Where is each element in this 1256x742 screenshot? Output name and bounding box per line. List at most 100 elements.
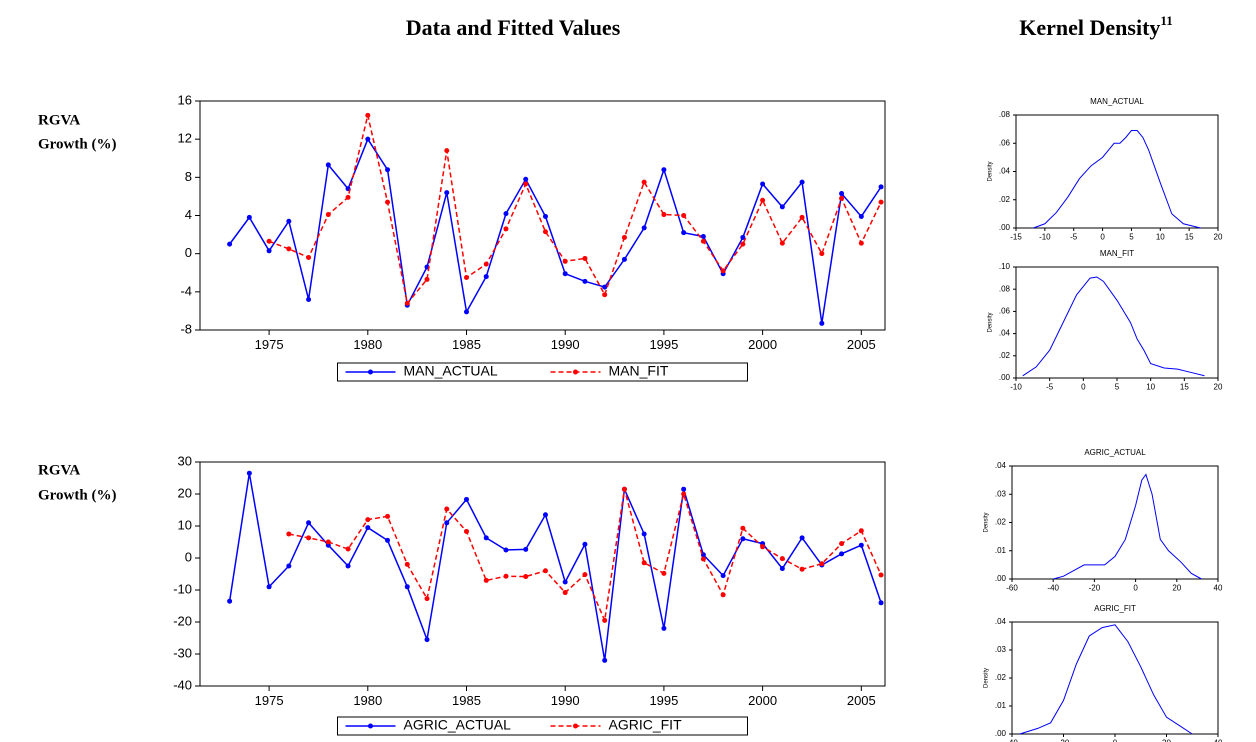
point: [365, 112, 371, 118]
point: [306, 254, 312, 260]
y-axis-label: Density: [984, 668, 990, 688]
point: [385, 167, 391, 173]
legend-marker: [368, 369, 373, 375]
point: [740, 234, 746, 240]
density-title: AGRIC_FIT: [1094, 604, 1136, 613]
point: [839, 195, 845, 201]
point: [779, 556, 785, 562]
point: [562, 258, 568, 264]
point: [542, 229, 548, 235]
x-tick-label: 2005: [847, 337, 876, 352]
point: [385, 199, 391, 205]
point: [819, 320, 825, 326]
point: [345, 563, 351, 569]
point: [463, 528, 469, 534]
y-axis-label: Density: [984, 512, 990, 532]
row-label: RGVA: [38, 112, 80, 128]
legend-label: AGRIC_ACTUAL: [404, 717, 512, 733]
point: [503, 573, 509, 579]
y-tick-label: .02: [995, 518, 1007, 527]
point: [286, 246, 292, 252]
series-line: [268, 115, 882, 305]
row-label: Growth (%): [38, 136, 116, 152]
y-tick-label: .00: [995, 574, 1007, 583]
point: [740, 536, 746, 542]
x-tick-label: 0: [1100, 233, 1105, 242]
point: [286, 563, 292, 569]
point: [523, 181, 529, 187]
y-tick-label: .10: [999, 262, 1011, 271]
x-tick-label: 20: [1214, 383, 1223, 392]
point: [681, 213, 687, 218]
point: [523, 546, 529, 552]
point: [878, 572, 884, 578]
y-tick-label: .03: [995, 645, 1007, 654]
x-tick-label: 1975: [255, 693, 284, 708]
point: [306, 520, 312, 526]
y-tick-label: -10: [173, 581, 192, 596]
point: [858, 213, 864, 219]
point: [878, 600, 884, 606]
x-tick-label: 1985: [452, 693, 481, 708]
point: [483, 535, 489, 541]
y-tick-label: .06: [999, 307, 1011, 316]
point: [602, 284, 608, 290]
point: [542, 512, 548, 518]
point: [661, 570, 667, 576]
point: [424, 276, 430, 282]
legend-marker: [573, 369, 578, 375]
point: [799, 179, 805, 185]
legend-label: AGRIC_FIT: [609, 717, 683, 733]
point: [621, 486, 627, 492]
point: [700, 556, 706, 562]
point: [641, 179, 647, 185]
series-line: [288, 489, 882, 624]
point: [444, 506, 450, 512]
point: [858, 240, 864, 246]
point: [365, 525, 371, 531]
y-tick-label: -40: [173, 677, 192, 692]
point: [878, 199, 884, 205]
y-tick-label: -4: [180, 283, 192, 298]
point: [404, 300, 410, 306]
x-tick-label: 1975: [255, 337, 284, 352]
point: [839, 551, 845, 557]
x-tick-label: 5: [1115, 383, 1120, 392]
x-tick-label: 2000: [748, 693, 777, 708]
point: [306, 296, 312, 302]
x-tick-label: 1990: [551, 337, 580, 352]
point: [661, 167, 667, 173]
legend-label: MAN_FIT: [609, 363, 669, 379]
point: [602, 292, 608, 298]
point: [858, 542, 864, 548]
point: [463, 309, 469, 315]
plot-frame: [1011, 465, 1219, 580]
x-tick-label: 40: [1214, 739, 1223, 742]
point: [582, 278, 588, 284]
point: [562, 579, 568, 585]
point: [385, 513, 391, 519]
x-tick-label: 1990: [551, 693, 580, 708]
point: [602, 617, 608, 623]
point: [503, 226, 509, 232]
plot-frame: [1011, 621, 1219, 735]
density-title: MAN_FIT: [1100, 249, 1134, 258]
left-heading: Data and Fitted Values: [406, 15, 621, 40]
footnote-mark: 11: [1160, 13, 1172, 28]
point: [720, 573, 726, 579]
right-heading-text: Kernel Density: [1019, 15, 1160, 40]
y-tick-label: 8: [185, 169, 192, 184]
point: [641, 560, 647, 566]
plot-frame: [199, 461, 886, 687]
series-line: [1053, 473, 1202, 580]
point: [661, 625, 667, 631]
point: [878, 184, 884, 190]
x-tick-label: 10: [1156, 233, 1165, 242]
point: [483, 577, 489, 583]
y-tick-label: .00: [999, 223, 1011, 232]
point: [266, 584, 272, 590]
point: [306, 535, 312, 541]
x-tick-label: -60: [1006, 584, 1018, 593]
point: [404, 561, 410, 567]
